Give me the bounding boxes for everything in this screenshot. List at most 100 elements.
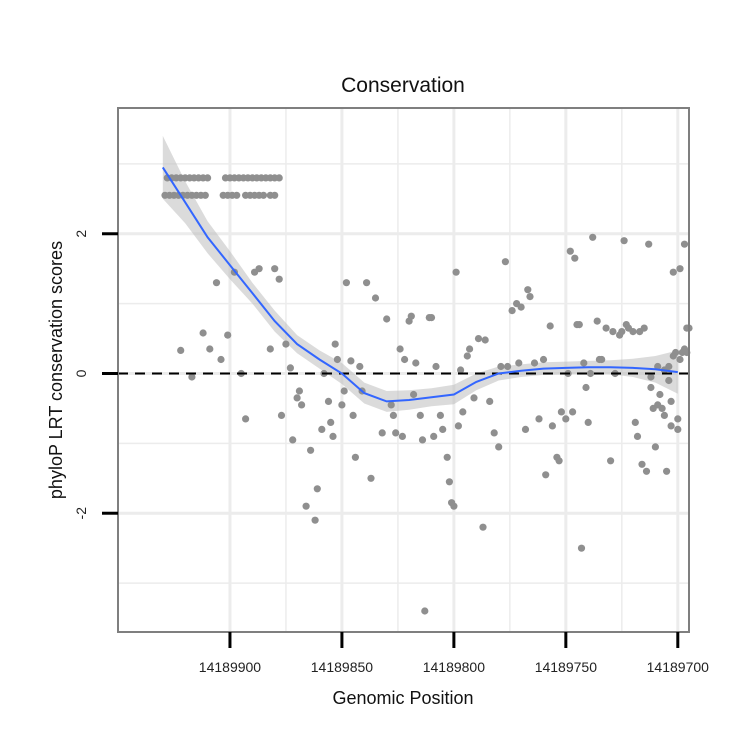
- data-point: [645, 240, 653, 248]
- data-point: [569, 408, 577, 416]
- data-point: [656, 390, 664, 399]
- data-point: [539, 355, 548, 364]
- x-axis-ticks: 14189900 14189850 14189800 14189750 14189700: [199, 632, 709, 675]
- data-point: [452, 268, 460, 276]
- y-tick-label: 0: [73, 369, 89, 377]
- data-point: [647, 383, 655, 392]
- data-point: [548, 422, 557, 430]
- data-point: [443, 453, 451, 461]
- data-point: [515, 359, 523, 367]
- data-point: [571, 254, 579, 262]
- data-point: [271, 191, 279, 199]
- data-point: [201, 191, 209, 199]
- data-point: [501, 258, 509, 266]
- data-point: [271, 265, 279, 273]
- data-point: [618, 328, 626, 336]
- data-point: [199, 329, 207, 337]
- data-point: [188, 373, 196, 381]
- data-point: [338, 401, 346, 409]
- data-point: [607, 457, 615, 465]
- data-point: [275, 174, 283, 182]
- data-point: [638, 460, 646, 468]
- data-point: [340, 387, 348, 395]
- data-point: [363, 279, 371, 287]
- data-point: [459, 408, 467, 416]
- data-point: [631, 418, 639, 426]
- data-point: [654, 401, 662, 409]
- data-point: [177, 346, 185, 354]
- data-point: [674, 425, 682, 433]
- data-point: [445, 478, 453, 486]
- data-point: [642, 467, 651, 475]
- smooth-trend-line: [161, 166, 678, 403]
- data-point: [609, 328, 617, 336]
- data-point: [333, 355, 341, 364]
- data-point: [598, 355, 606, 364]
- data-point: [589, 233, 597, 241]
- data-point: [427, 314, 436, 322]
- data-point: [329, 432, 337, 440]
- data-point: [407, 312, 415, 320]
- data-point: [676, 265, 684, 273]
- data-point: [378, 429, 386, 437]
- data-point: [282, 340, 290, 348]
- data-point: [295, 387, 303, 395]
- data-point: [298, 401, 306, 409]
- data-point: [580, 359, 588, 367]
- data-point: [660, 411, 669, 419]
- data-point: [313, 485, 321, 493]
- data-point: [566, 247, 574, 255]
- data-point: [277, 411, 286, 419]
- data-point: [665, 376, 673, 385]
- data-point: [311, 516, 319, 524]
- data-point: [367, 474, 375, 482]
- data-point: [286, 364, 294, 372]
- data-point: [654, 362, 662, 371]
- x-tick-label: 14189900: [199, 659, 262, 675]
- data-point: [629, 328, 637, 336]
- x-tick-label: 14189850: [311, 659, 374, 675]
- data-point: [224, 331, 232, 339]
- data-point: [546, 322, 554, 330]
- data-point: [450, 502, 458, 510]
- data-point: [371, 294, 380, 302]
- data-point: [293, 394, 301, 402]
- data-point: [521, 425, 530, 433]
- data-point: [479, 523, 487, 531]
- data-point: [356, 362, 364, 371]
- data-point: [436, 411, 444, 419]
- data-point: [667, 422, 675, 430]
- data-point: [387, 401, 395, 409]
- data-point: [486, 397, 494, 405]
- data-point: [392, 429, 400, 437]
- data-point: [416, 411, 424, 419]
- data-point: [665, 362, 673, 371]
- data-point: [307, 446, 315, 454]
- data-point: [602, 324, 610, 332]
- data-point: [586, 369, 595, 378]
- data-point: [481, 336, 489, 344]
- data-point: [398, 432, 406, 440]
- data-point: [383, 315, 391, 323]
- smooth-confidence-ribbon: [162, 135, 678, 412]
- data-point: [466, 345, 474, 353]
- data-point: [555, 457, 563, 465]
- panel-border: [117, 107, 690, 633]
- data-point: [504, 362, 512, 371]
- data-point: [302, 502, 310, 510]
- data-point: [318, 425, 326, 433]
- data-point: [470, 394, 478, 402]
- data-point: [582, 383, 590, 392]
- data-point: [530, 359, 539, 367]
- data-point: [680, 240, 689, 248]
- data-point: [562, 415, 570, 423]
- data-point: [401, 355, 409, 364]
- data-point: [676, 355, 684, 364]
- data-point: [663, 467, 671, 475]
- y-axis-ticks: -2 0 2: [73, 230, 118, 519]
- x-tick-label: 14189800: [423, 659, 486, 675]
- data-point: [217, 355, 225, 364]
- chart-title: Conservation: [341, 74, 465, 97]
- data-point: [669, 268, 677, 276]
